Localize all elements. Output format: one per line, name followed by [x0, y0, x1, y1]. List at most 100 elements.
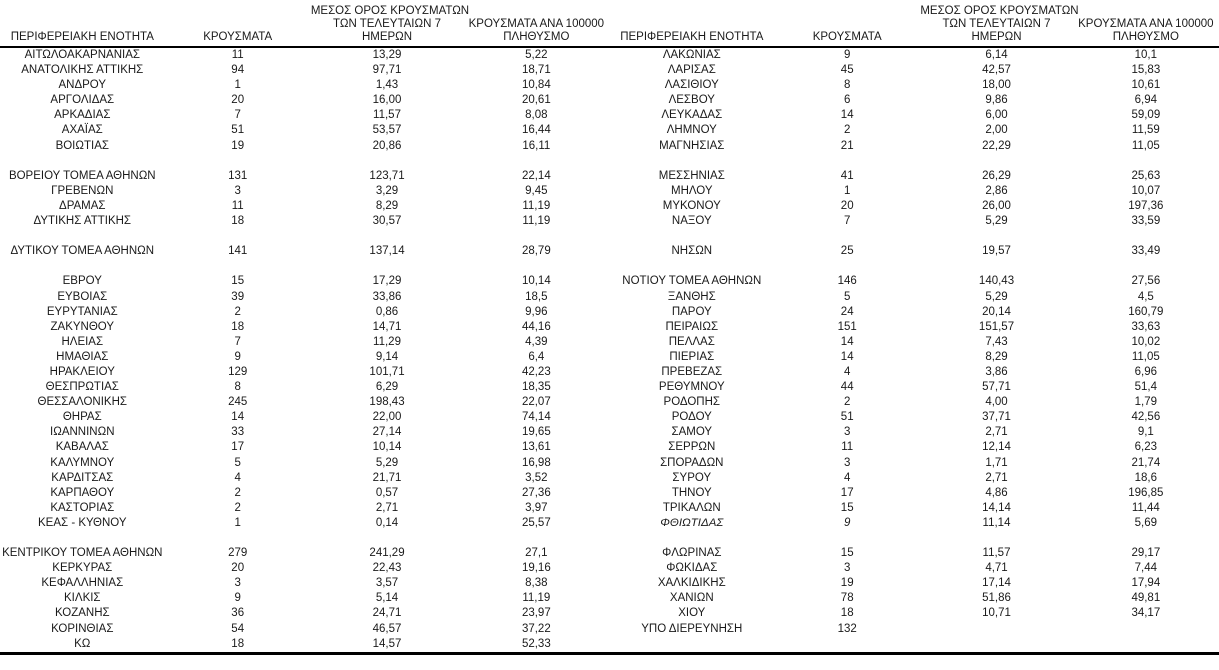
cell-per100k: 10,07: [1131, 184, 1161, 197]
cell-avg7: 27,14: [372, 426, 402, 439]
cell-region: ΥΠΟ ΔΙΕΡΕΥΝΗΣΗ: [641, 622, 743, 635]
cell-region: ΝΗΣΩΝ: [671, 245, 713, 258]
cell-per100k: 3,52: [525, 471, 548, 484]
cell-region: ΤΡΙΚΑΛΩΝ: [662, 501, 721, 514]
cell-per100k: 4,5: [1137, 290, 1154, 303]
cell-cases: 9: [843, 49, 851, 61]
spacer-row: [610, 259, 1219, 274]
cell-region: ΒΟΙΩΤΙΑΣ: [55, 139, 109, 152]
table-row: ΗΜΑΘΙΑΣ 9 9,14 6,4: [0, 350, 610, 365]
cell-region: ΡΟΔΟΥ: [671, 411, 712, 424]
cell-region: ΧΑΛΚΙΔΙΚΗΣ: [657, 577, 726, 590]
cell-cases: 132: [837, 622, 857, 635]
cell-region: ΣΕΡΡΩΝ: [668, 441, 716, 454]
cell-region: ΚΟΖΑΝΗΣ: [54, 607, 110, 620]
cell-region: ΤΗΝΟΥ: [671, 486, 712, 499]
cell-cases: 45: [840, 64, 854, 77]
cell-region: ΘΕΣΣΑΛΟΝΙΚΗΣ: [37, 396, 128, 409]
cell-avg7: 123,71: [369, 169, 405, 182]
cell-avg7: 2,71: [985, 471, 1008, 484]
table-row: ΒΟΡΕΙΟΥ ΤΟΜΕΑ ΑΘΗΝΩΝ 131 123,71 22,14: [0, 169, 610, 184]
cell-avg7: 14,14: [982, 501, 1011, 514]
cell-avg7: 7,43: [985, 335, 1008, 348]
cell-per100k: 9,96: [525, 305, 548, 318]
table-row: ΚΑΛΥΜΝΟΥ 5 5,29 16,98: [0, 456, 610, 471]
cell-avg7: 101,71: [369, 365, 405, 378]
cell-per100k: 23,97: [521, 607, 551, 620]
cell-region: ΕΒΡΟΥ: [62, 275, 102, 288]
cell-per100k: 21,74: [1131, 456, 1161, 469]
cell-cases: 1: [234, 516, 241, 529]
cell-per100k: 22,07: [521, 396, 551, 409]
cell-region: ΛΑΣΙΘΙΟΥ: [664, 79, 719, 92]
table-row: ΜΕΣΣΗΝΙΑΣ 41 26,29 25,63: [610, 169, 1219, 184]
cell-per100k: 20,61: [521, 94, 551, 107]
table-row: ΒΟΙΩΤΙΑΣ 19 20,86 16,11: [0, 139, 610, 154]
table-row: ΣΑΜΟΥ 3 2,71 9,1: [610, 425, 1219, 440]
cell-region: ΚΕΝΤΡΙΚΟΥ ΤΟΜΕΑ ΑΘΗΝΩΝ: [2, 547, 163, 560]
cell-cases: 19: [840, 577, 854, 590]
cell-region: ΞΑΝΘΗΣ: [667, 290, 716, 303]
cell-avg7: 33,86: [372, 290, 402, 303]
cell-per100k: 10,1: [1134, 49, 1158, 61]
cell-avg7: 6,14: [985, 49, 1008, 61]
cell-cases: 9: [234, 592, 241, 605]
cell-cases: 279: [228, 547, 248, 560]
cell-avg7: 14,71: [372, 320, 402, 333]
cell-region: ΚΕΑΣ - ΚΥΘΝΟΥ: [38, 516, 127, 529]
table-row: ΜΑΓΝΗΣΙΑΣ 21 22,29 11,05: [610, 139, 1219, 154]
cell-avg7: 19,57: [982, 245, 1011, 258]
table-row: ΔΡΑΜΑΣ 11 8,29 11,19: [0, 199, 610, 214]
cell-avg7: 20,14: [982, 305, 1011, 318]
cell-avg7: 10,71: [982, 607, 1011, 620]
cell-avg7: 22,43: [372, 562, 402, 575]
table-row: ΤΗΝΟΥ 17 4,86 196,85: [610, 486, 1219, 501]
cell-per100k: 7,44: [1134, 562, 1158, 575]
cell-per100k: 11,19: [522, 199, 551, 212]
table-row: ΧΙΟΥ 18 10,71 34,17: [610, 606, 1219, 621]
cell-region: ΚΩ: [74, 637, 91, 650]
cell-region: ΑΡΓΟΛΙΔΑΣ: [50, 94, 115, 107]
table-row: ΔΥΤΙΚΟΥ ΤΟΜΕΑ ΑΘΗΝΩΝ 141 137,14 28,79: [0, 244, 610, 259]
cell-region: ΦΘΙΩΤΙΔΑΣ: [660, 516, 724, 529]
cell-cases: 5: [234, 456, 241, 469]
cell-cases: 14: [840, 335, 854, 348]
table-row: ΠΕΙΡΑΙΩΣ 151 151,57 33,63: [610, 320, 1219, 335]
table-row: ΜΥΚΟΝΟΥ 20 26,00 197,36: [610, 199, 1219, 214]
cell-region: ΠΡΕΒΕΖΑΣ: [661, 365, 723, 378]
table-row: ΡΕΘΥΜΝΟΥ 44 57,71 51,4: [610, 380, 1219, 395]
spacer-row: [610, 531, 1219, 546]
cell-per100k: 15,83: [1131, 64, 1161, 77]
table-body-left: ΑΙΤΩΛΟΑΚΑΡΝΑΝΙΑΣ 11 13,29 5,22 ΑΝΑΤΟΛΙΚΗΣ ΑΤ…: [0, 48, 610, 652]
cell-region: ΖΑΚΥΝΘΟΥ: [50, 320, 115, 333]
cell-per100k: 10,61: [1131, 79, 1161, 92]
cell-per100k: 52,33: [521, 637, 551, 650]
table-row: ΛΑΚΩΝΙΑΣ 9 6,14 10,1: [610, 48, 1219, 63]
cell-region: ΘΕΣΠΡΩΤΙΑΣ: [45, 381, 119, 394]
cell-cases: 7: [234, 335, 241, 348]
cell-region: ΠΑΡΟΥ: [671, 305, 712, 318]
cell-cases: 2: [234, 305, 241, 318]
cell-per100k: 33,49: [1131, 245, 1161, 258]
cell-per100k: 25,63: [1131, 169, 1161, 182]
cell-avg7: 24,71: [372, 607, 402, 620]
cell-avg7: 42,57: [982, 64, 1011, 77]
cell-per100k: 17,94: [1131, 577, 1161, 590]
cell-region: ΕΥΒΟΙΑΣ: [57, 290, 108, 303]
cell-cases: 18: [231, 320, 245, 333]
table-row: ΑΡΚΑΔΙΑΣ 7 11,57 8,08: [0, 108, 610, 123]
table-row: ΚΕΝΤΡΙΚΟΥ ΤΟΜΕΑ ΑΘΗΝΩΝ 279 241,29 27,1: [0, 546, 610, 561]
cell-cases: 78: [840, 592, 854, 605]
cell-per100k: 11,05: [1131, 350, 1160, 363]
cell-cases: 51: [840, 411, 854, 424]
cell-avg7: 22,29: [982, 139, 1011, 152]
cell-cases: 14: [840, 109, 854, 122]
cell-cases: 3: [234, 577, 241, 590]
cell-per100k: 10,02: [1131, 335, 1161, 348]
table-row: ΚΑΡΔΙΤΣΑΣ 4 21,71 3,52: [0, 471, 610, 486]
table-row: ΚΕΑΣ - ΚΥΘΝΟΥ 1 0,14 25,57: [0, 516, 610, 531]
cell-avg7: 2,00: [985, 124, 1008, 137]
cases-tables: ΠΕΡΙΦΕΡΕΙΑΚΗ ΕΝΟΤΗΤΑ ΚΡΟΥΣΜΑΤΑ ΜΕΣΟΣ ΟΡΟ…: [0, 4, 1219, 652]
cell-cases: 4: [234, 471, 241, 484]
cell-per100k: 19,16: [521, 562, 551, 575]
